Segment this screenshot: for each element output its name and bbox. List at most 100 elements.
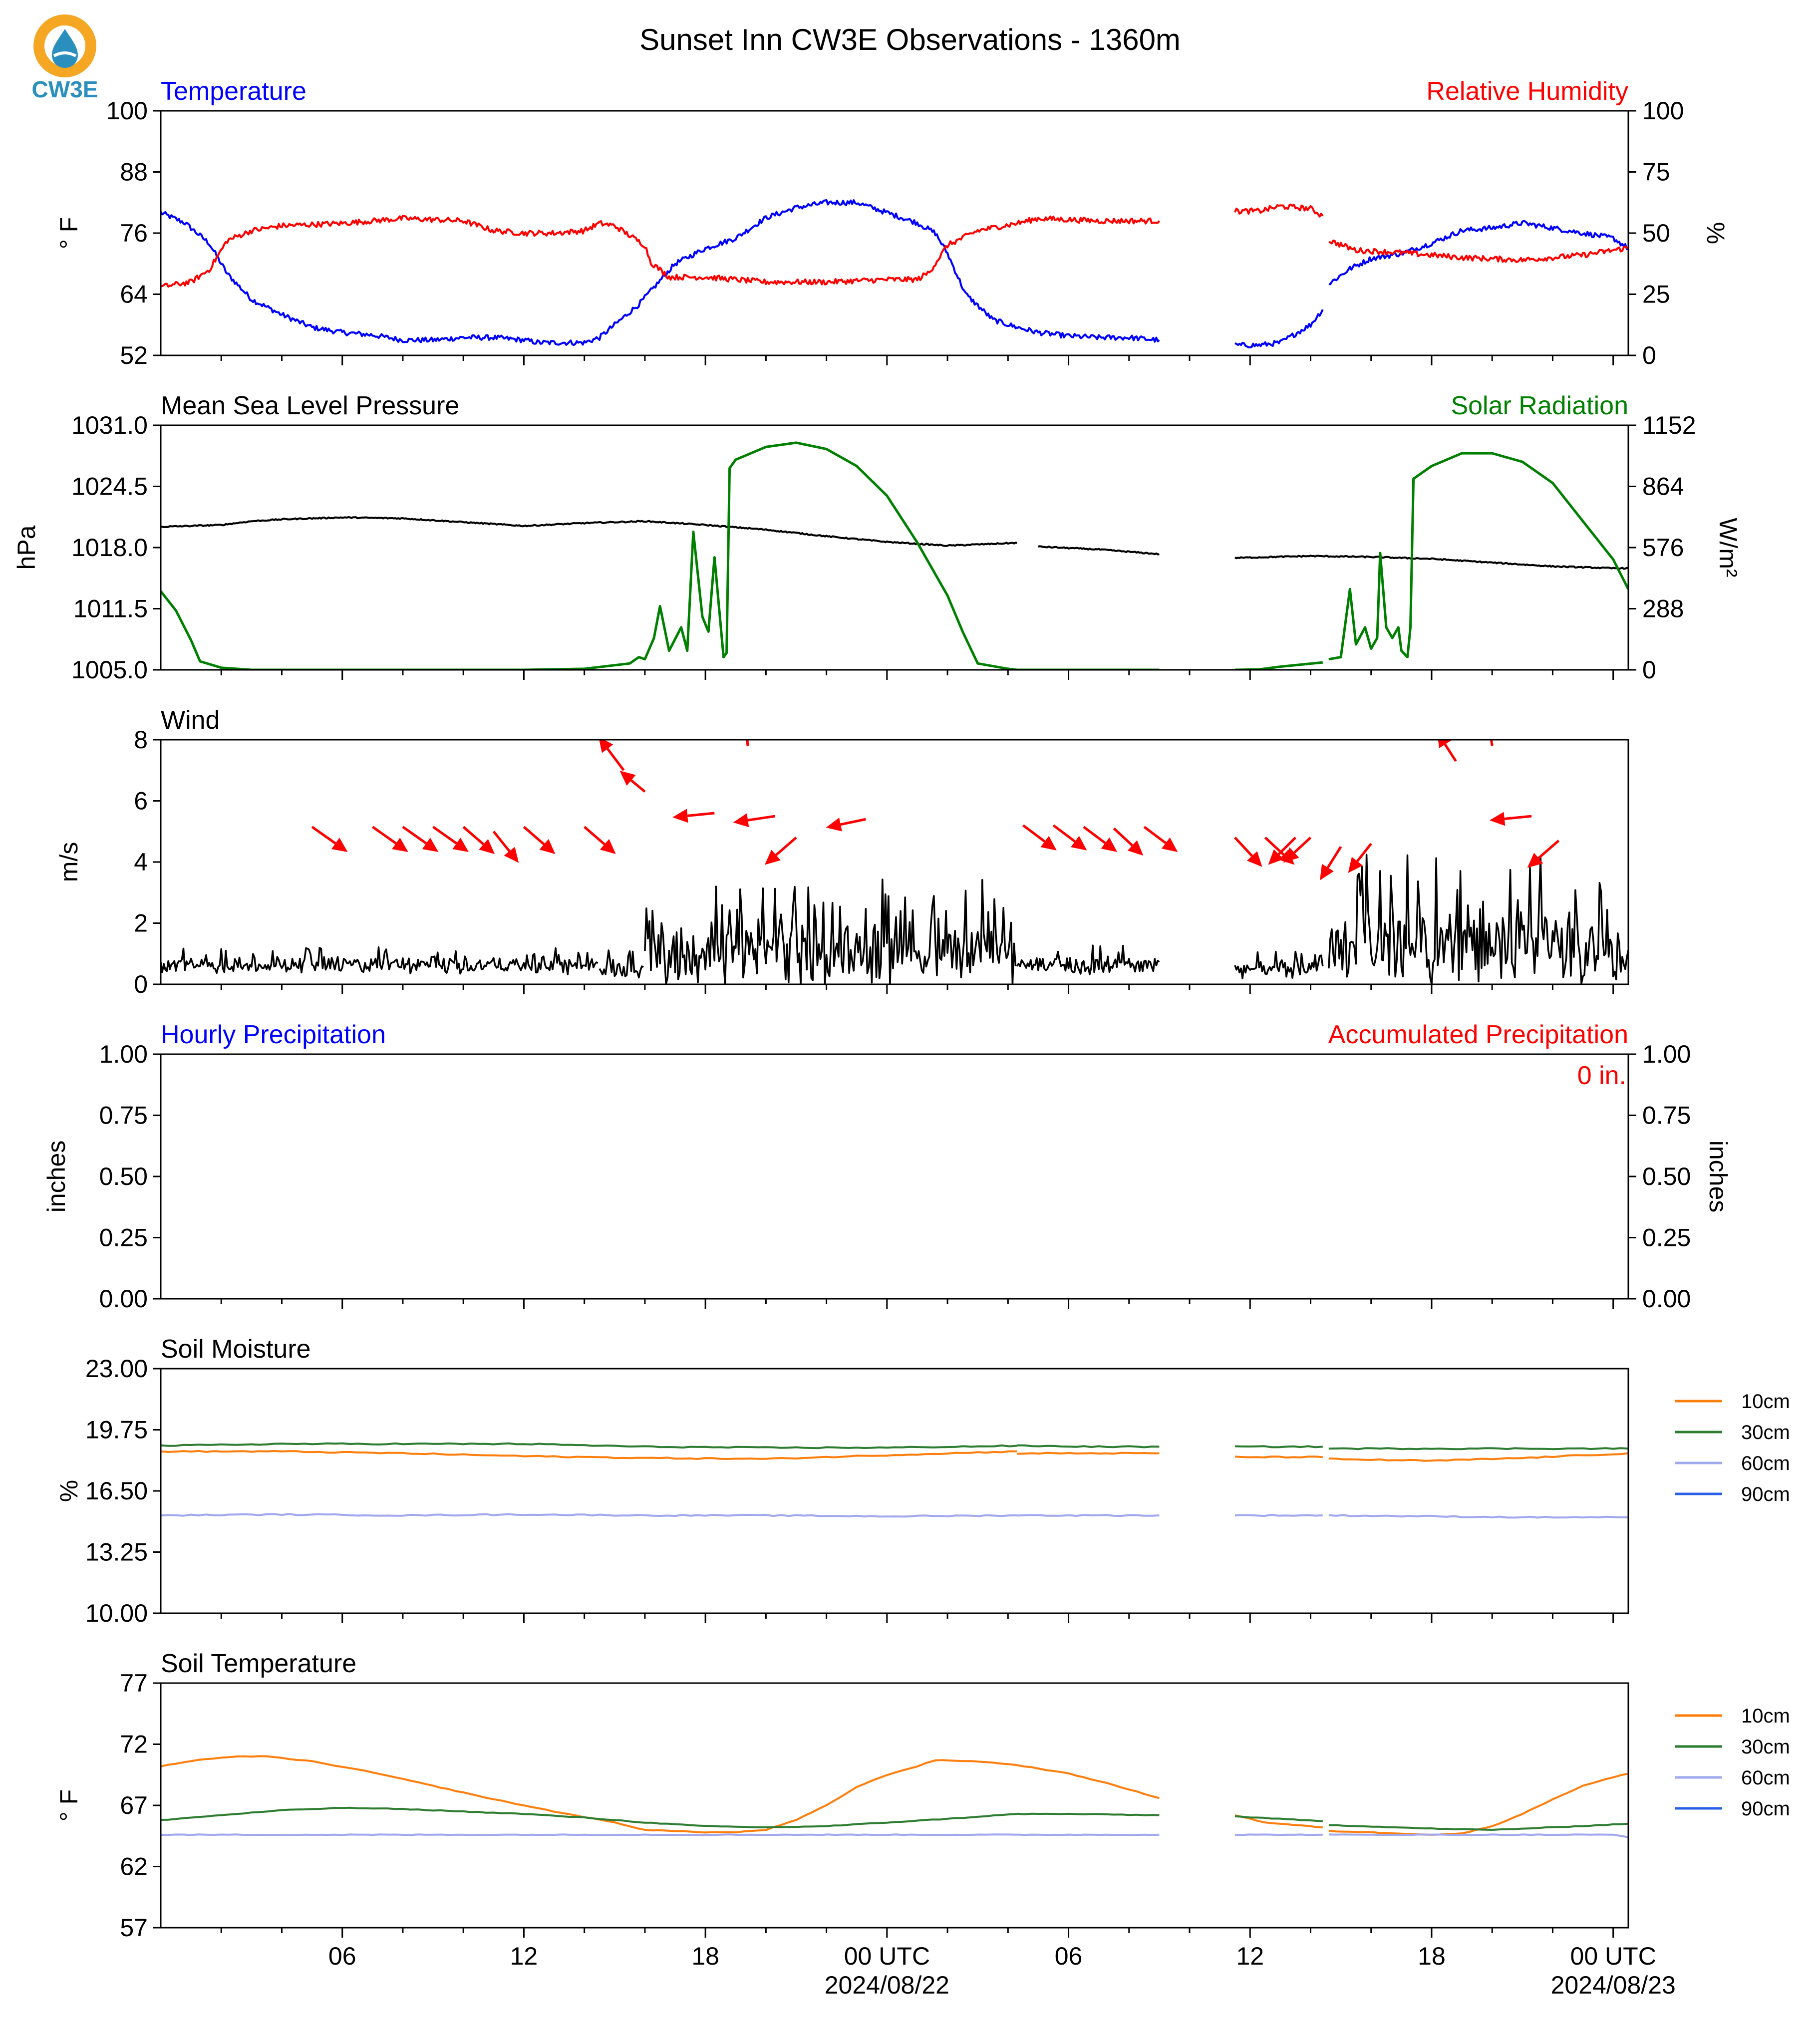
legend: 10cm 30cm 60cm 90cm	[1675, 1705, 1790, 1820]
temperature-line	[1234, 309, 1324, 348]
wind-arrow	[523, 826, 545, 846]
soil-line-10cm	[1017, 1451, 1160, 1455]
wind-arrow-head	[672, 809, 688, 823]
wind-arrow-head	[1527, 853, 1543, 868]
legend-label: 10cm	[1741, 1391, 1790, 1413]
wind-arrow	[1326, 846, 1342, 869]
wind-arrow-head	[539, 839, 556, 855]
soil-line-60cm	[1328, 1833, 1628, 1838]
soil-line-10cm	[1328, 1452, 1628, 1462]
y-tick-label: 8	[134, 726, 148, 754]
wind-arrow	[1278, 837, 1296, 856]
y-tick-label: 0.75	[99, 1102, 148, 1130]
soil-line-30cm	[1328, 1447, 1628, 1450]
wind-arrow-head	[1268, 849, 1284, 865]
figure-title: Sunset Inn CW3E Observations - 1360m	[639, 23, 1181, 56]
wind-arrow	[1143, 826, 1167, 844]
y-right-axis-label: %	[1702, 222, 1730, 244]
wind-arrow-head	[733, 813, 749, 828]
wind-arrow	[1022, 824, 1046, 843]
legend-label: 90cm	[1741, 1798, 1790, 1820]
y-right-tick-label: 864	[1642, 473, 1684, 501]
axes-frame	[160, 1368, 1629, 1614]
temperature-line	[161, 199, 1018, 346]
y-tick-label: 77	[120, 1669, 148, 1697]
y-axis-label: m/s	[55, 842, 83, 882]
y-right-tick-label: 1.00	[1642, 1040, 1691, 1068]
y-right-tick-label: 100	[1642, 97, 1684, 125]
logo-wave	[53, 51, 77, 57]
wind-arrow-head	[1040, 836, 1057, 851]
wind-arrow-head	[1101, 837, 1118, 852]
wind-arrow	[462, 826, 485, 846]
y-tick-label: 1005.0	[71, 656, 148, 684]
x-date-label: 2024/08/22	[825, 1971, 949, 1999]
y-tick-label: 13.25	[85, 1538, 148, 1566]
y-axis-label: hPa	[12, 525, 40, 570]
wind-speed-line	[599, 949, 644, 979]
cw3e-logo: CW3E	[32, 14, 98, 102]
panel-5: Soil Temperature 57 62 67 72 77 ° F 10cm 30cm 60c…	[55, 1649, 1790, 1999]
axes-frame	[160, 1682, 1629, 1929]
y-tick-label: 0.25	[99, 1224, 148, 1252]
panel-0: Temperature Relative Humidity 52 64 76 88 100 0…	[55, 77, 1730, 369]
soil-line-30cm	[1234, 1815, 1323, 1822]
panel-title-left: Soil Temperature	[161, 1649, 356, 1678]
soil-line-30cm	[161, 1806, 1017, 1828]
wind-arrow	[607, 748, 625, 771]
soil-line-30cm	[1017, 1812, 1160, 1816]
legend-label: 10cm	[1741, 1705, 1790, 1727]
axes-frame	[160, 739, 1629, 985]
panel-title-left: Soil Moisture	[161, 1335, 311, 1364]
legend: 10cm 30cm 60cm 90cm	[1675, 1391, 1790, 1505]
y-tick-label: 0	[134, 970, 148, 998]
rh-line	[161, 215, 1018, 288]
y-tick-label: 0.00	[99, 1285, 148, 1313]
wind-arrow-head	[1490, 812, 1506, 826]
wind-arrow-head	[1071, 836, 1087, 851]
solar-radiation-line	[1328, 452, 1628, 661]
y-axis-label: inches	[42, 1141, 70, 1213]
x-tick-label: 12	[1236, 1942, 1264, 1970]
y-right-tick-label: 0.50	[1642, 1162, 1691, 1190]
wind-arrow	[775, 837, 797, 856]
y-tick-label: 1018.0	[71, 534, 148, 562]
accumulated-total: 0 in.	[1577, 1061, 1626, 1090]
x-tick-label: 06	[328, 1942, 356, 1970]
wind-arrow-head	[422, 838, 439, 852]
y-tick-label: 76	[120, 219, 148, 247]
panel-title-right: Accumulated Precipitation	[1328, 1020, 1628, 1049]
y-right-tick-label: 0.00	[1642, 1285, 1691, 1313]
y-tick-label: 1024.5	[71, 473, 148, 501]
y-tick-label: 67	[120, 1791, 148, 1819]
rh-line	[1234, 203, 1324, 218]
panel-title-left: Hourly Precipitation	[161, 1020, 386, 1049]
wind-arrow	[584, 826, 606, 846]
y-tick-label: 64	[120, 281, 148, 308]
rh-line	[1328, 239, 1628, 263]
y-right-tick-label: 0.75	[1642, 1102, 1691, 1130]
wind-arrow	[1490, 740, 1494, 746]
panel-title-right: Solar Radiation	[1451, 391, 1628, 420]
y-tick-label: 88	[120, 158, 148, 186]
panel-4: Soil Moisture 10.00 13.25 16.50 19.75 23.00% 1…	[55, 1335, 1790, 1627]
rh-line	[1016, 215, 1160, 225]
wind-arrow-head	[452, 838, 469, 852]
y-tick-label: 57	[120, 1914, 148, 1942]
pressure-line	[1234, 555, 1628, 570]
wind-arrow	[371, 826, 397, 845]
y-right-tick-label: 576	[1642, 534, 1684, 562]
wind-arrow-head	[1127, 840, 1144, 856]
soil-line-60cm	[161, 1833, 1017, 1836]
wind-speed-line	[161, 946, 599, 975]
axes-frame	[160, 110, 1629, 356]
wind-arrow-head	[392, 838, 408, 852]
x-tick-label: 00 UTC	[844, 1942, 930, 1970]
wind-arrow	[630, 779, 646, 793]
y-axis-label: ° F	[55, 1789, 83, 1821]
wind-arrow	[1293, 837, 1312, 854]
wind-arrow-head	[331, 838, 348, 852]
temperature-line	[1328, 220, 1628, 286]
wind-arrow-head	[1438, 740, 1451, 748]
